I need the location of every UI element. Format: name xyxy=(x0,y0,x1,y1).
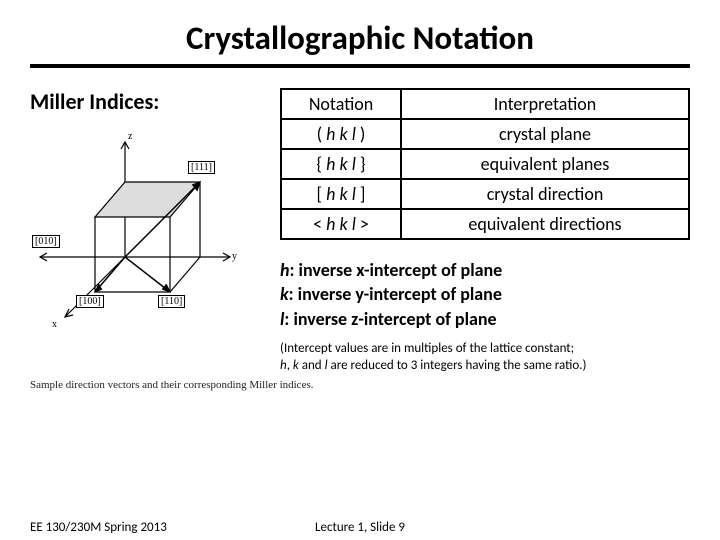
cell-notation: < h k l > xyxy=(281,209,401,239)
subtitle: Miller Indices: xyxy=(30,88,260,115)
dir-110: [110] xyxy=(158,295,185,308)
axis-y-label: y xyxy=(232,251,237,262)
right-column: Notation Interpretation ( h k l ) crysta… xyxy=(280,88,690,375)
cell-notation: ( h k l ) xyxy=(281,119,401,149)
cell-interp: crystal direction xyxy=(401,179,689,209)
content-row: Miller Indices: xyxy=(30,88,690,375)
cell-notation: { h k l } xyxy=(281,149,401,179)
table-row: ( h k l ) crystal plane xyxy=(281,119,689,149)
cell-interp: equivalent planes xyxy=(401,149,689,179)
def-k: k: inverse y-intercept of plane xyxy=(280,282,690,306)
note-block: (Intercept values are in multiples of th… xyxy=(280,341,690,375)
table-row: [ h k l ] crystal direction xyxy=(281,179,689,209)
dir-100: [100] xyxy=(76,295,104,308)
notation-table: Notation Interpretation ( h k l ) crysta… xyxy=(280,88,690,240)
dir-010bar: [010] xyxy=(32,235,60,248)
cell-interp: equivalent directions xyxy=(401,209,689,239)
th-notation: Notation xyxy=(281,89,401,119)
def-h: h: inverse x-intercept of plane xyxy=(280,258,690,282)
diagram-caption: Sample direction vectors and their corre… xyxy=(30,379,690,391)
def-l: l: inverse z-intercept of plane xyxy=(280,307,690,331)
cell-notation: [ h k l ] xyxy=(281,179,401,209)
definitions-block: h: inverse x-intercept of plane k: inver… xyxy=(280,258,690,331)
axis-z-label: z xyxy=(128,131,132,142)
th-interpretation: Interpretation xyxy=(401,89,689,119)
left-column: Miller Indices: xyxy=(30,88,260,375)
slide-title: Crystallographic Notation xyxy=(30,18,690,68)
table-header-row: Notation Interpretation xyxy=(281,89,689,119)
footer-center: Lecture 1, Slide 9 xyxy=(30,520,690,535)
miller-diagram: z y x [010] [111] [100] [110] xyxy=(30,127,250,337)
dir-111: [111] xyxy=(188,161,215,174)
cell-interp: crystal plane xyxy=(401,119,689,149)
table-row: { h k l } equivalent planes xyxy=(281,149,689,179)
axis-x-label: x xyxy=(52,319,57,330)
table-row: < h k l > equivalent directions xyxy=(281,209,689,239)
